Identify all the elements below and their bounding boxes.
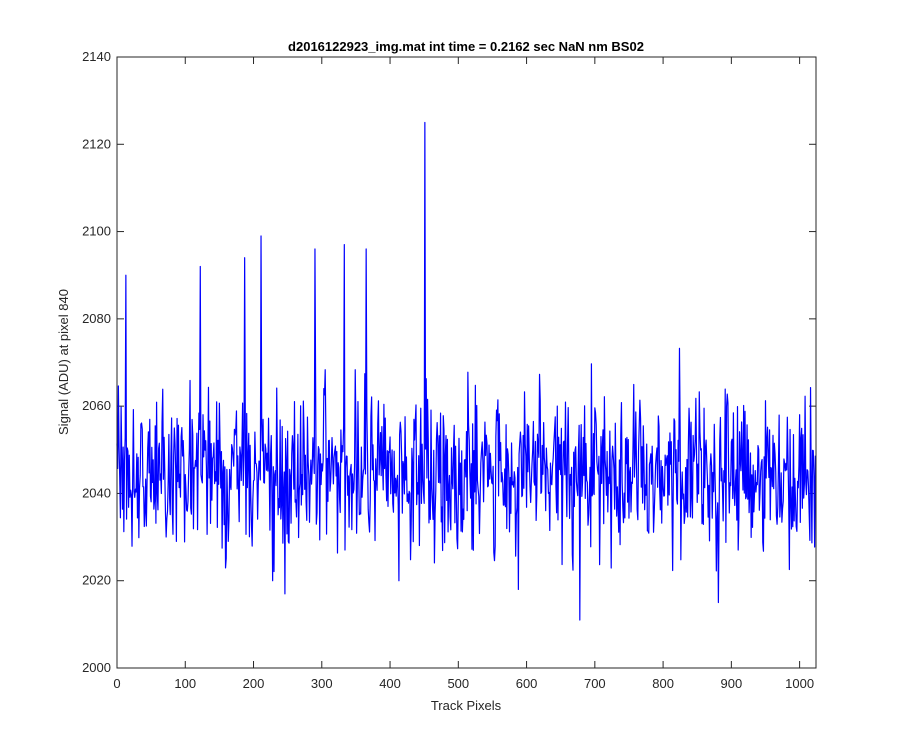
x-tick-label: 300 — [311, 676, 333, 691]
x-tick-label: 900 — [721, 676, 743, 691]
x-tick-label: 1000 — [785, 676, 814, 691]
y-tick-label: 2000 — [82, 660, 111, 675]
y-tick-label: 2060 — [82, 398, 111, 413]
x-tick-label: 200 — [243, 676, 265, 691]
y-tick-label: 2020 — [82, 573, 111, 588]
plot-area — [117, 57, 816, 668]
y-axis: 2000 2020 2040 2060 2080 2100 2120 2140 — [82, 49, 816, 675]
y-tick-label: 2140 — [82, 49, 111, 64]
y-axis-label: Signal (ADU) at pixel 840 — [56, 289, 71, 435]
signal-series-line — [116, 121, 816, 621]
x-tick-label: 400 — [379, 676, 401, 691]
x-tick-label: 700 — [584, 676, 606, 691]
y-tick-label: 2080 — [82, 311, 111, 326]
x-tick-label: 800 — [652, 676, 674, 691]
x-tick-label: 500 — [447, 676, 469, 691]
x-tick-label: 600 — [516, 676, 538, 691]
plot-box — [116, 56, 817, 669]
x-axis: 0 100 200 300 400 500 600 700 800 900 1000 — [113, 57, 814, 691]
y-tick-label: 2100 — [82, 224, 111, 239]
x-tick-label: 100 — [174, 676, 196, 691]
x-axis-label: Track Pixels — [431, 698, 502, 713]
series-layer — [116, 121, 816, 621]
x-tick-label: 0 — [113, 676, 120, 691]
y-tick-label: 2040 — [82, 485, 111, 500]
chart-title: d2016122923_img.mat int time = 0.2162 se… — [288, 39, 644, 54]
y-tick-label: 2120 — [82, 136, 111, 151]
